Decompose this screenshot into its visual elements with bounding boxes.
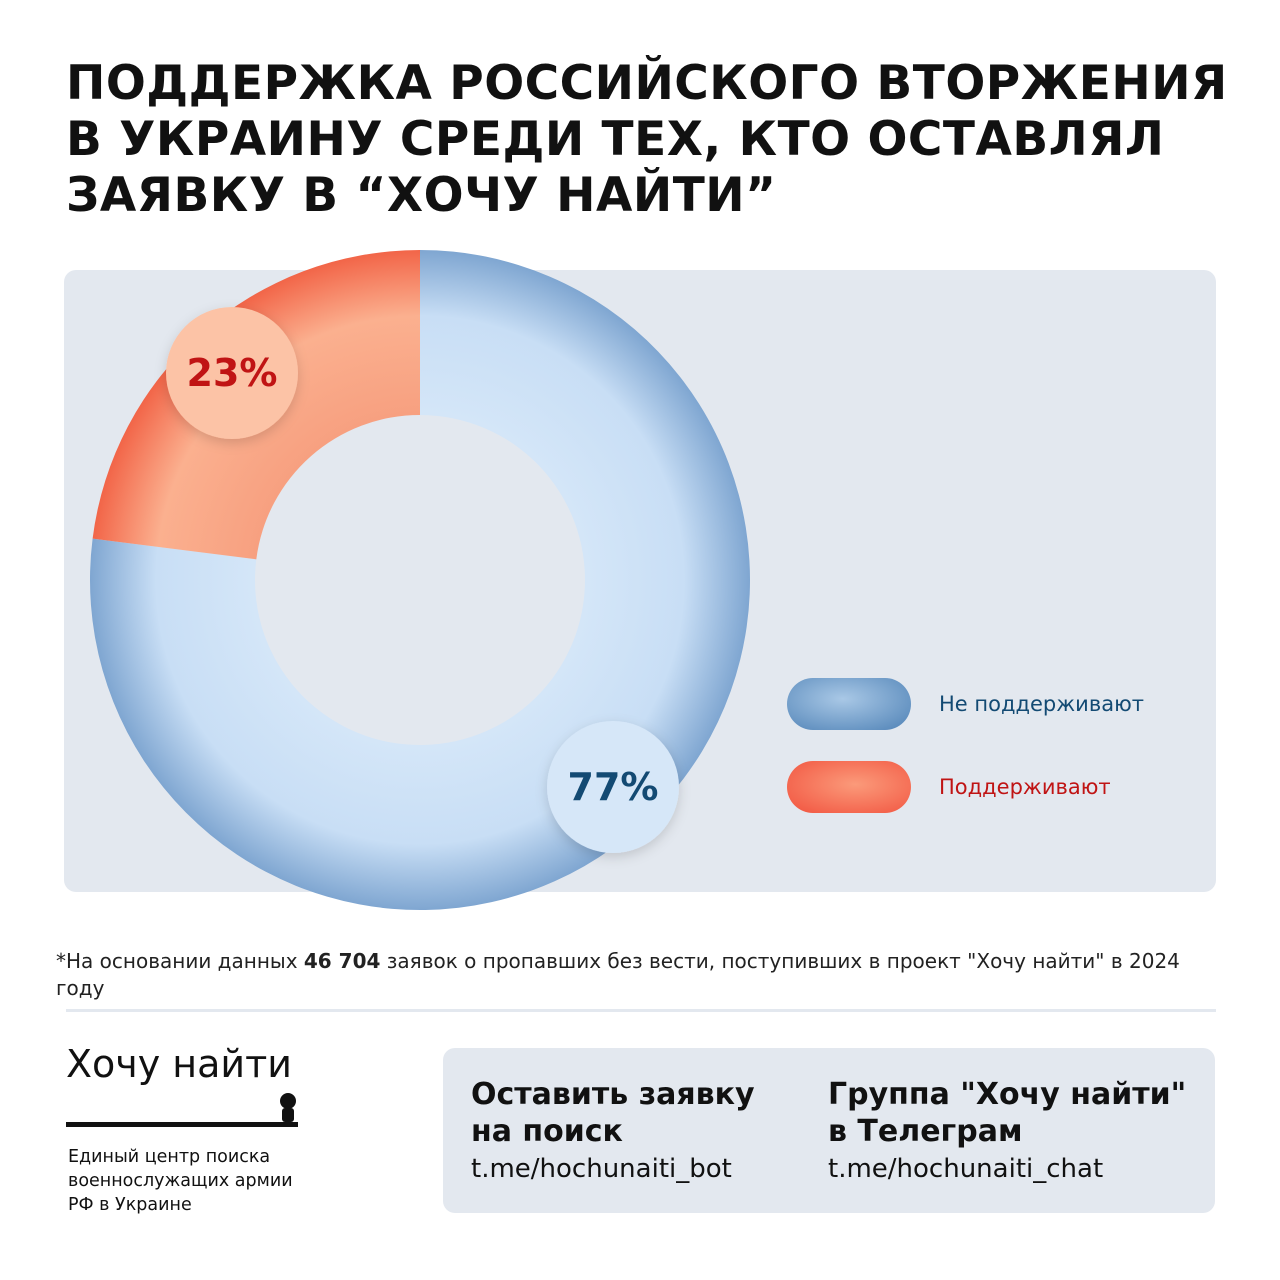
- divider: [66, 1009, 1216, 1012]
- chat-link[interactable]: t.me/hochunaiti_chat: [828, 1154, 1104, 1184]
- data-label: 23%: [187, 351, 278, 395]
- bot-link[interactable]: t.me/hochunaiti_bot: [471, 1154, 732, 1184]
- footnote: *На основании данных 46 704 заявок о про…: [56, 948, 1186, 1002]
- brand-logo-text: Хочу найти: [66, 1042, 292, 1086]
- cta-chat: Группа "Хочу найти" в Телеграм t.me/hoch…: [828, 1076, 1198, 1184]
- cta-heading: Оставить заявку на поиск: [471, 1077, 755, 1149]
- legend-label: Не поддерживают: [939, 692, 1144, 716]
- cta-bot: Оставить заявку на поиск t.me/hochunaiti…: [471, 1076, 771, 1184]
- brand-subtitle: Единый центр поиска военнослужащих армии…: [68, 1147, 293, 1215]
- person-icon: [280, 1093, 296, 1122]
- footnote-count: 46 704: [303, 949, 381, 973]
- brand-underline: [66, 1122, 298, 1127]
- footnote-text: заявок о пропавших без вести, поступивши…: [56, 949, 1180, 1000]
- legend-swatch-red: [787, 761, 911, 813]
- cta-heading: Группа "Хочу найти" в Телеграм: [828, 1077, 1187, 1149]
- contact-panel: Оставить заявку на поиск t.me/hochunaiti…: [443, 1048, 1215, 1213]
- data-label-badge: [166, 307, 298, 439]
- footnote-text: На основании данных: [66, 949, 304, 973]
- data-label: 77%: [568, 765, 659, 809]
- legend-swatch-blue: [787, 678, 911, 730]
- data-label-badge: [547, 721, 679, 853]
- donut-chart: 77% 23%: [90, 250, 751, 911]
- footnote-star: *: [56, 949, 66, 973]
- legend-label: Поддерживают: [939, 775, 1111, 799]
- page-title: ПОДДЕРЖКА РОССИЙСКОГО ВТОРЖЕНИЯ В УКРАИН…: [66, 56, 1228, 223]
